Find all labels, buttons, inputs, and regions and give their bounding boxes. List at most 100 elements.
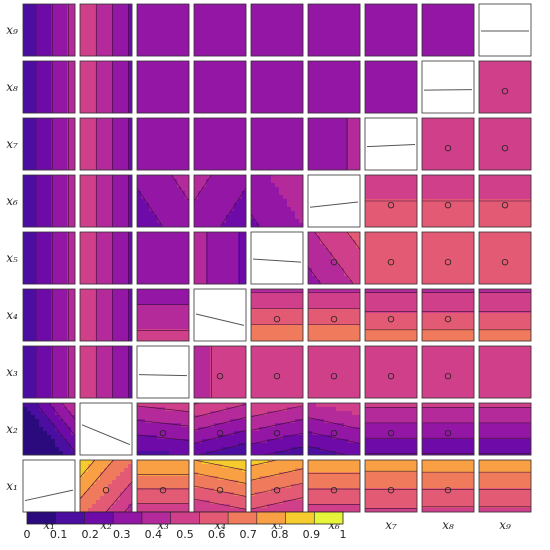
contour-cell bbox=[426, 435, 431, 440]
contour-cell bbox=[312, 451, 317, 456]
contour-cell bbox=[153, 411, 158, 416]
contour-cell bbox=[344, 508, 349, 513]
contour-cell bbox=[511, 415, 516, 420]
contour-cell bbox=[515, 488, 520, 493]
contour-cell bbox=[352, 427, 357, 432]
contour-cell bbox=[88, 329, 93, 334]
contour-cell bbox=[405, 411, 410, 416]
contour-cell bbox=[104, 504, 109, 509]
contour-cell bbox=[450, 382, 455, 387]
contour-cell bbox=[234, 443, 239, 448]
optimum-marker bbox=[216, 486, 224, 494]
contour-cell bbox=[295, 431, 300, 436]
contour-cell bbox=[283, 390, 288, 395]
contour-cell bbox=[84, 337, 89, 342]
contour-cell bbox=[275, 333, 280, 338]
contour-cell bbox=[499, 480, 504, 485]
contour-cell bbox=[385, 374, 390, 379]
contour-cell bbox=[39, 394, 44, 399]
contour-cell bbox=[487, 435, 492, 440]
contour-cell bbox=[185, 337, 190, 342]
contour-cell bbox=[137, 468, 142, 473]
contour-cell bbox=[454, 403, 459, 408]
contour-cell bbox=[100, 317, 105, 322]
panel-x₈-x₂ bbox=[421, 402, 475, 456]
contour-cell bbox=[503, 419, 508, 424]
contour-cell bbox=[96, 366, 101, 371]
contour-cell bbox=[483, 492, 488, 497]
contour-cell bbox=[149, 423, 154, 428]
contour-cell bbox=[35, 297, 40, 302]
contour-cell bbox=[483, 382, 488, 387]
contour-cell bbox=[389, 476, 394, 481]
contour-cell bbox=[120, 382, 125, 387]
contour-cell bbox=[495, 362, 500, 367]
contour-cell bbox=[503, 354, 508, 359]
contour-cell bbox=[442, 370, 447, 375]
contour-cell bbox=[210, 366, 215, 371]
contour-cell bbox=[43, 439, 48, 444]
contour-cell bbox=[137, 431, 142, 436]
contour-cell bbox=[84, 460, 89, 465]
contour-cell bbox=[385, 447, 390, 452]
contour-cell bbox=[291, 382, 296, 387]
contour-cell bbox=[479, 362, 484, 367]
contour-cell bbox=[527, 403, 532, 408]
contour-cell bbox=[108, 374, 113, 379]
contour-cell bbox=[96, 354, 101, 359]
contour-cell bbox=[413, 468, 418, 473]
contour-cell bbox=[173, 305, 178, 310]
contour-cell bbox=[336, 390, 341, 395]
panel-frame bbox=[307, 345, 361, 399]
contour-cell bbox=[295, 354, 300, 359]
contour-cell bbox=[214, 394, 219, 399]
contour-cell bbox=[365, 374, 370, 379]
contour-cell bbox=[67, 289, 72, 294]
contour-cell bbox=[515, 362, 520, 367]
contour-cell bbox=[295, 370, 300, 375]
contour-cell bbox=[251, 472, 256, 477]
contour-cell bbox=[230, 358, 235, 363]
contour-cell bbox=[295, 378, 300, 383]
contour-cell bbox=[194, 427, 199, 432]
contour-line bbox=[193, 485, 247, 497]
contour-cell bbox=[393, 403, 398, 408]
contour-cell bbox=[328, 435, 333, 440]
contour-cell bbox=[352, 403, 357, 408]
optimum-marker bbox=[387, 372, 395, 380]
contour-cell bbox=[365, 472, 370, 477]
contour-cell bbox=[238, 508, 243, 513]
contour-cell bbox=[100, 366, 105, 371]
contour-cell bbox=[479, 411, 484, 416]
contour-cell bbox=[450, 496, 455, 501]
panel-x₈-x₃ bbox=[421, 345, 475, 399]
contour-cell bbox=[422, 374, 427, 379]
contour-cell bbox=[458, 382, 463, 387]
contour-cell bbox=[80, 325, 85, 330]
contour-cell bbox=[255, 447, 260, 452]
contour-line bbox=[193, 498, 247, 510]
contour-cell bbox=[47, 337, 52, 342]
contour-cell bbox=[438, 451, 443, 456]
contour-cell bbox=[153, 492, 158, 497]
contour-cell bbox=[251, 460, 256, 465]
contour-cell bbox=[31, 293, 36, 298]
contour-line bbox=[79, 459, 114, 500]
contour-cell bbox=[80, 297, 85, 302]
contour-cell bbox=[409, 476, 414, 481]
contour-line bbox=[250, 497, 304, 510]
panel-x₇-x₂ bbox=[364, 402, 418, 456]
contour-cell bbox=[242, 508, 247, 513]
contour-cell bbox=[450, 415, 455, 420]
contour-cell bbox=[466, 447, 471, 452]
contour-cell bbox=[344, 427, 349, 432]
contour-cell bbox=[393, 390, 398, 395]
contour-cell bbox=[218, 354, 223, 359]
contour-cell bbox=[141, 309, 146, 314]
contour-cell bbox=[43, 358, 48, 363]
contour-cell bbox=[438, 435, 443, 440]
contour-cell bbox=[238, 431, 243, 436]
contour-cell bbox=[295, 313, 300, 318]
contour-line bbox=[199, 443, 247, 456]
contour-cell bbox=[88, 468, 93, 473]
